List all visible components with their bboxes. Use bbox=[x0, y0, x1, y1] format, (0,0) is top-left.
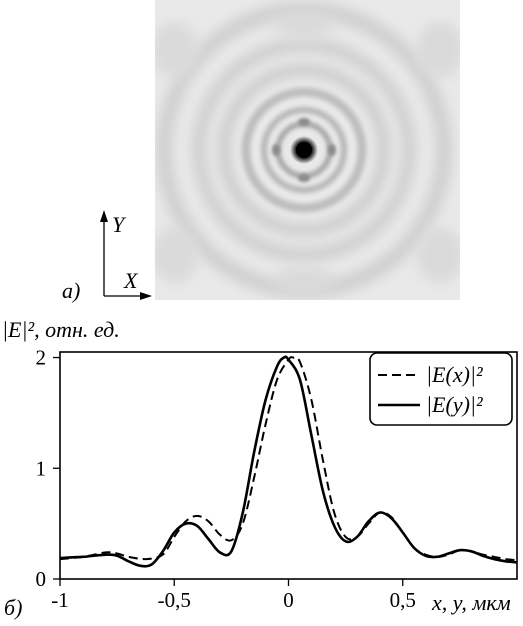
y-arrow-head bbox=[100, 210, 108, 222]
legend-entry: |E(x)|² bbox=[426, 362, 483, 387]
axes-indicator: Y X а) bbox=[62, 210, 152, 303]
y-tick-label: 2 bbox=[36, 346, 47, 370]
panel-a-label: а) bbox=[62, 278, 80, 303]
intensity-map-svg: Y X а) bbox=[62, 0, 460, 303]
chart-ticks: -1 -0,5 0 0,5 0 1 2 bbox=[36, 346, 416, 612]
chart-legend: |E(x)|² |E(y)|² bbox=[369, 352, 513, 426]
x-tick-label: -1 bbox=[51, 588, 69, 612]
axis-x-label: X bbox=[123, 268, 139, 293]
profile-chart-svg: -1 -0,5 0 0,5 0 1 2 |E(x)|² |E(y)|² |E|², отн. … bbox=[2, 317, 518, 620]
series-line-ey bbox=[59, 355, 518, 568]
panel-b-label: б) bbox=[4, 595, 22, 620]
x-axis-label: x, y, мкм bbox=[431, 590, 511, 615]
x-arrow-head bbox=[140, 292, 152, 300]
legend-box bbox=[369, 352, 513, 426]
panel-a-intensity-map: Y X а) bbox=[0, 0, 523, 305]
x-tick-label: 0 bbox=[283, 588, 294, 612]
intensity-image bbox=[155, 0, 460, 300]
x-tick-label: 0,5 bbox=[390, 588, 416, 612]
y-tick-label: 0 bbox=[36, 567, 47, 591]
chart-series bbox=[59, 355, 518, 568]
legend-entry: |E(y)|² bbox=[426, 392, 483, 417]
y-axis-label: |E|², отн. ед. bbox=[2, 317, 120, 342]
y-tick-label: 1 bbox=[36, 456, 47, 480]
x-tick-label: -0,5 bbox=[158, 588, 191, 612]
panel-b-profile-chart: -1 -0,5 0 0,5 0 1 2 |E(x)|² |E(y)|² |E|², отн. … bbox=[0, 305, 523, 621]
axis-y-label: Y bbox=[112, 212, 127, 237]
